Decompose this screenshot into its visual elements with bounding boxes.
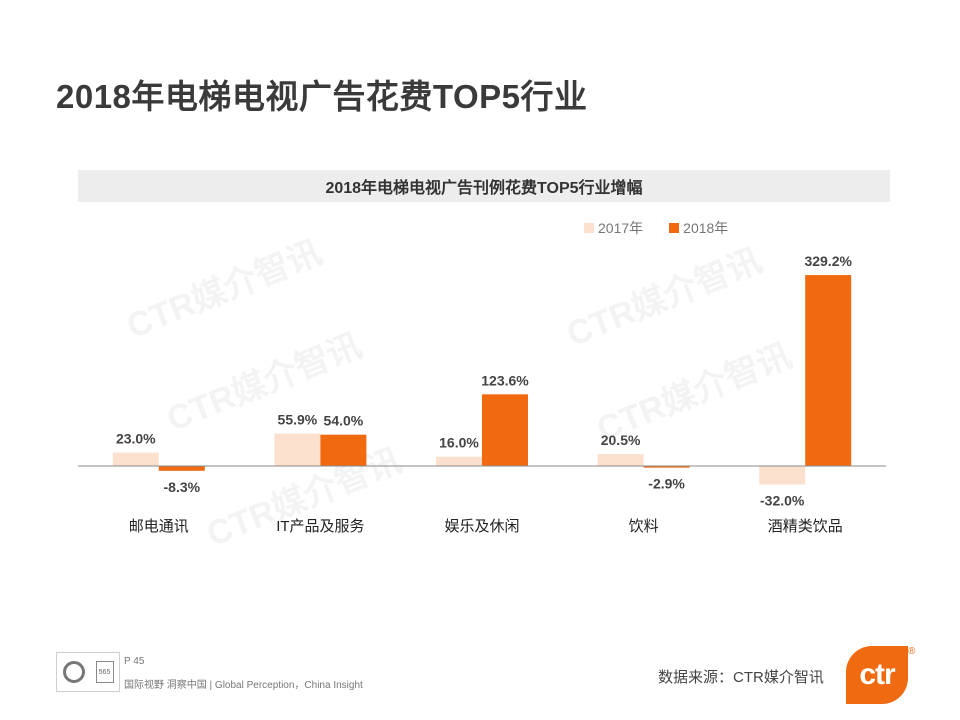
legend-label-2018: 2018年 <box>683 220 729 236</box>
data-label: 55.9% <box>278 412 318 428</box>
bar-2017 <box>274 433 321 466</box>
bar-2017 <box>597 454 644 466</box>
data-label: 16.0% <box>439 435 479 451</box>
registered-mark: ® <box>908 646 916 657</box>
data-label: -2.9% <box>648 476 685 492</box>
chart-title: 2018年电梯电视广告刊例花费TOP5行业增幅 <box>325 180 643 197</box>
bar-2018 <box>320 434 367 466</box>
bar-2018 <box>805 275 852 466</box>
bar-2018 <box>643 466 690 468</box>
category-label: IT产品及服务 <box>276 518 364 535</box>
data-label: -8.3% <box>164 479 201 495</box>
data-label: 329.2% <box>804 253 852 269</box>
category-label: 饮料 <box>629 518 659 535</box>
data-label: 23.0% <box>116 431 156 447</box>
bar-2018 <box>158 466 205 471</box>
data-label: 54.0% <box>324 413 364 429</box>
certification-badge: 565 <box>56 652 120 692</box>
chart-legend: 2017年 2018年 <box>584 218 728 238</box>
certification-mark: 565 <box>95 661 114 683</box>
data-label: -32.0% <box>760 493 805 509</box>
category-label: 酒精类饮品 <box>768 518 843 535</box>
legend-item-2018: 2018年 <box>669 218 728 238</box>
bar-2017 <box>759 466 806 485</box>
certification-seal-icon <box>62 661 85 683</box>
data-label: 123.6% <box>481 372 529 388</box>
bar-chart: 23.0% -8.3% 邮电通讯 55.9% 54.0% IT产品及服务 16.0% 123.… <box>78 253 886 535</box>
category-label: 邮电通讯 <box>129 518 189 535</box>
category-label: 娱乐及休闲 <box>444 518 519 535</box>
ctr-logo: ctr <box>846 646 908 704</box>
bar-2017 <box>112 452 159 466</box>
data-label: 20.5% <box>601 432 641 448</box>
page-number: P 45 <box>124 656 145 667</box>
legend-swatch-2018 <box>669 223 680 233</box>
legend-label-2017: 2017年 <box>598 220 644 236</box>
page-title: 2018年电梯电视广告花费TOP5行业 <box>56 78 588 115</box>
chart-title-bar: 2018年电梯电视广告刊例花费TOP5行业增幅 <box>78 170 890 202</box>
footer-tagline: 国际视野 洞察中国 | Global Perception，China Insi… <box>124 680 363 691</box>
bar-2017 <box>436 456 482 466</box>
legend-item-2017: 2017年 <box>584 218 643 238</box>
data-source: 数据来源：CTR媒介智讯 <box>658 669 824 686</box>
legend-swatch-2017 <box>584 223 594 233</box>
bar-2018 <box>482 394 528 466</box>
